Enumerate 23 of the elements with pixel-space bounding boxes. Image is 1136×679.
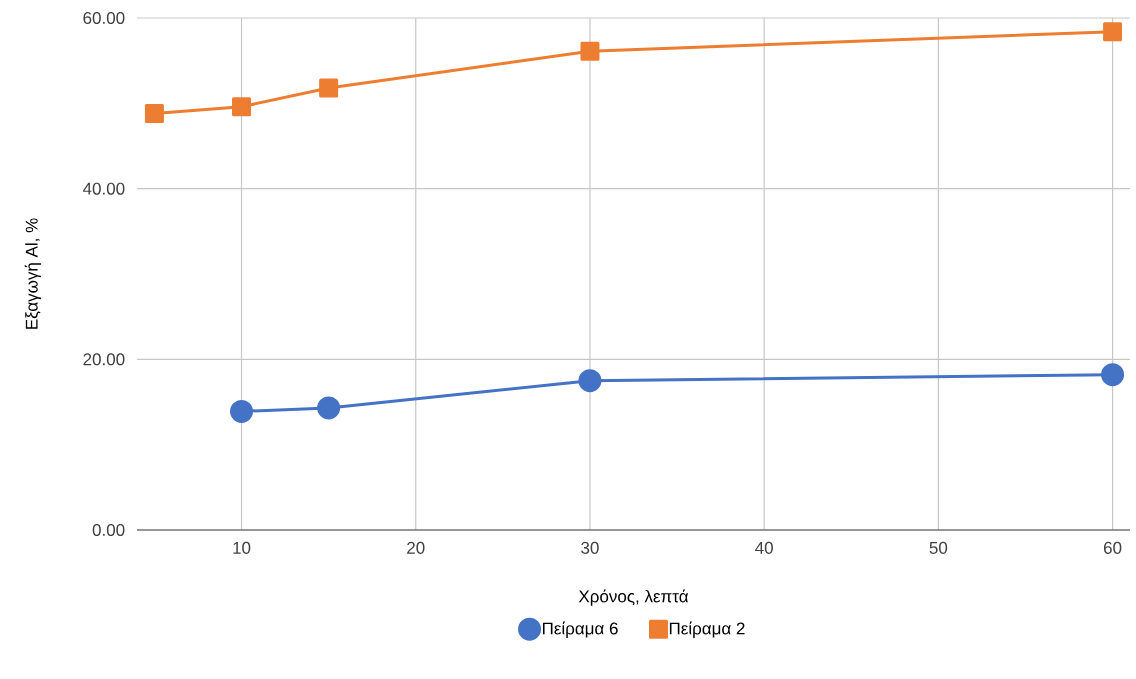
point <box>578 369 602 393</box>
y-tick-label: 40.00 <box>82 182 125 195</box>
x-tick-label: 30 <box>581 541 599 554</box>
y-tick-label: 60.00 <box>83 11 125 25</box>
y-axis-title: Εξαγωγή Al, % <box>24 218 42 329</box>
point <box>319 78 339 98</box>
point <box>580 41 600 61</box>
y-tick-label: 20.00 <box>83 353 125 366</box>
point <box>1101 363 1125 387</box>
point <box>232 97 252 117</box>
legend-label: Πείραμα 6 <box>542 621 618 638</box>
x-tick-label: 60 <box>1103 541 1122 554</box>
x-axis-title: Χρόνος, λεπτά <box>578 589 689 606</box>
point <box>230 399 254 423</box>
point <box>144 104 164 124</box>
y-tick-label: 0.00 <box>92 523 125 537</box>
x-tick-label: 50 <box>929 541 948 554</box>
x-tick-label: 10 <box>233 541 251 554</box>
point <box>1103 22 1123 42</box>
legend-label: Πείραμα 2 <box>669 621 745 638</box>
point <box>317 396 341 420</box>
x-tick-label: 40 <box>755 541 773 554</box>
x-tick-label: 20 <box>407 541 425 554</box>
